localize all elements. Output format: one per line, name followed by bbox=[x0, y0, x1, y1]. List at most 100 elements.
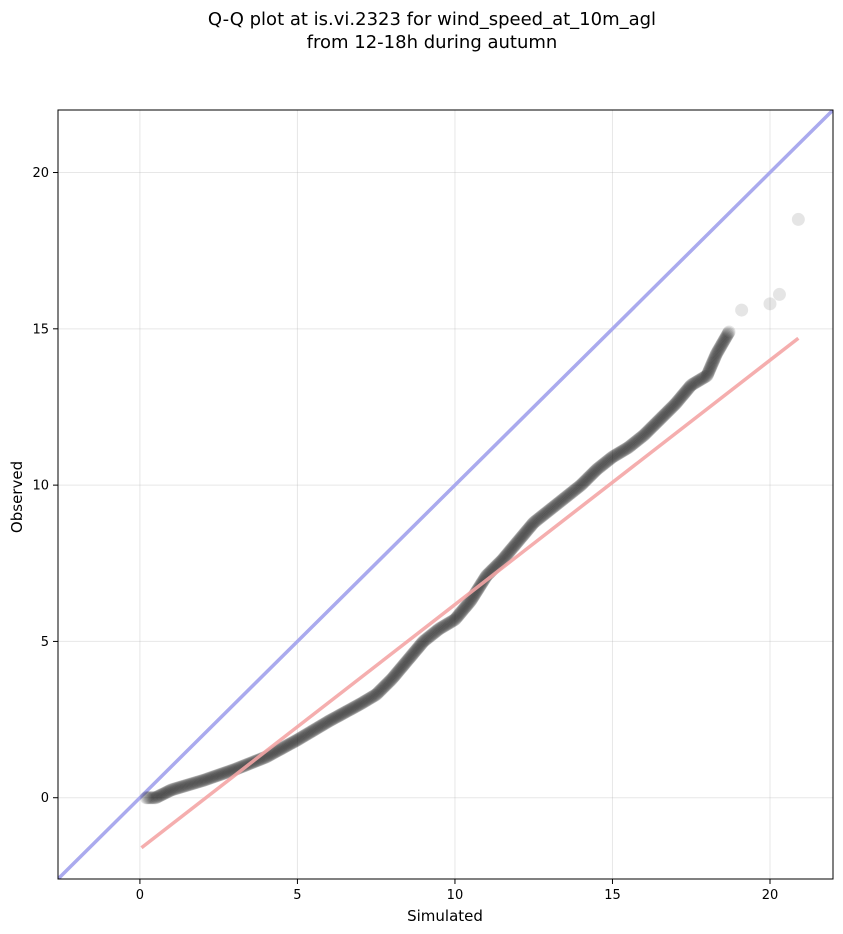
data-point bbox=[525, 518, 539, 532]
data-point bbox=[722, 325, 736, 339]
data-point bbox=[454, 606, 468, 620]
data-point bbox=[180, 778, 194, 792]
chart-title-line-2: from 12-18h during autumn bbox=[307, 32, 558, 53]
data-point bbox=[432, 622, 446, 636]
data-point bbox=[457, 602, 471, 616]
data-point bbox=[539, 506, 553, 520]
data-point bbox=[507, 539, 521, 553]
data-point bbox=[420, 632, 434, 646]
data-point bbox=[596, 457, 610, 471]
data-point bbox=[553, 495, 567, 509]
data-point bbox=[688, 376, 702, 390]
data-point bbox=[190, 775, 204, 789]
data-point bbox=[603, 452, 617, 466]
data-point bbox=[160, 785, 174, 799]
data-point bbox=[375, 682, 389, 696]
data-point bbox=[636, 429, 650, 443]
x-tick-label: 20 bbox=[762, 888, 779, 903]
data-point bbox=[693, 373, 707, 387]
data-point bbox=[411, 641, 425, 655]
data-point bbox=[635, 430, 649, 444]
data-point bbox=[416, 635, 430, 649]
data-point bbox=[426, 627, 440, 641]
data-point bbox=[353, 697, 367, 711]
data-point bbox=[628, 436, 642, 450]
data-point bbox=[656, 410, 670, 424]
data-point bbox=[252, 753, 266, 767]
data-point bbox=[278, 740, 292, 754]
data-point bbox=[511, 534, 525, 548]
data-point bbox=[686, 377, 700, 391]
data-point bbox=[315, 718, 329, 732]
data-point bbox=[563, 486, 577, 500]
data-point bbox=[332, 709, 346, 723]
data-point bbox=[316, 717, 330, 731]
data-point bbox=[185, 777, 199, 791]
data-point bbox=[373, 684, 387, 698]
data-point bbox=[462, 596, 476, 610]
data-point bbox=[395, 660, 409, 674]
data-point bbox=[431, 623, 445, 637]
data-point bbox=[171, 781, 185, 795]
data-point bbox=[697, 371, 711, 385]
data-point bbox=[201, 772, 215, 786]
data-point bbox=[177, 779, 191, 793]
data-point bbox=[415, 636, 429, 650]
data-point bbox=[719, 330, 733, 344]
data-point bbox=[546, 501, 560, 515]
x-tick-label: 0 bbox=[136, 888, 144, 903]
data-point bbox=[695, 371, 709, 385]
data-point bbox=[414, 637, 428, 651]
data-point bbox=[303, 726, 317, 740]
data-point bbox=[350, 699, 364, 713]
data-point bbox=[417, 634, 431, 648]
data-point bbox=[523, 520, 537, 534]
data-point bbox=[169, 781, 183, 795]
data-point bbox=[445, 615, 459, 629]
data-point bbox=[597, 457, 611, 471]
data-point bbox=[502, 545, 516, 559]
data-point bbox=[655, 411, 669, 425]
data-point bbox=[651, 414, 665, 428]
data-point bbox=[386, 671, 400, 685]
data-point bbox=[588, 464, 602, 478]
data-point bbox=[576, 476, 590, 490]
data-point bbox=[516, 528, 530, 542]
data-point bbox=[360, 693, 374, 707]
data-point bbox=[286, 735, 300, 749]
data-point bbox=[530, 513, 544, 527]
data-point bbox=[342, 703, 356, 717]
data-point bbox=[439, 618, 453, 632]
data-point bbox=[515, 529, 529, 543]
data-point bbox=[204, 771, 218, 785]
data-point bbox=[269, 745, 283, 759]
data-point bbox=[668, 397, 682, 411]
data-point bbox=[570, 481, 584, 495]
data-point bbox=[182, 778, 196, 792]
data-point bbox=[220, 765, 234, 779]
data-point bbox=[683, 380, 697, 394]
data-point bbox=[591, 462, 605, 476]
data-point bbox=[559, 490, 573, 504]
data-point bbox=[544, 502, 558, 516]
data-point bbox=[791, 212, 805, 226]
data-point bbox=[520, 524, 534, 538]
data-point bbox=[671, 394, 685, 408]
data-point bbox=[677, 387, 691, 401]
data-point bbox=[509, 536, 523, 550]
data-point bbox=[306, 724, 320, 738]
data-point bbox=[661, 404, 675, 418]
data-point bbox=[288, 734, 302, 748]
data-point bbox=[523, 521, 537, 535]
data-point bbox=[440, 617, 454, 631]
data-point bbox=[639, 426, 653, 440]
data-point bbox=[221, 765, 235, 779]
data-point bbox=[560, 489, 574, 503]
data-point bbox=[276, 741, 290, 755]
data-point bbox=[176, 780, 190, 794]
data-point bbox=[527, 516, 541, 530]
data-point bbox=[429, 624, 443, 638]
data-point bbox=[633, 431, 647, 445]
data-point bbox=[534, 510, 548, 524]
